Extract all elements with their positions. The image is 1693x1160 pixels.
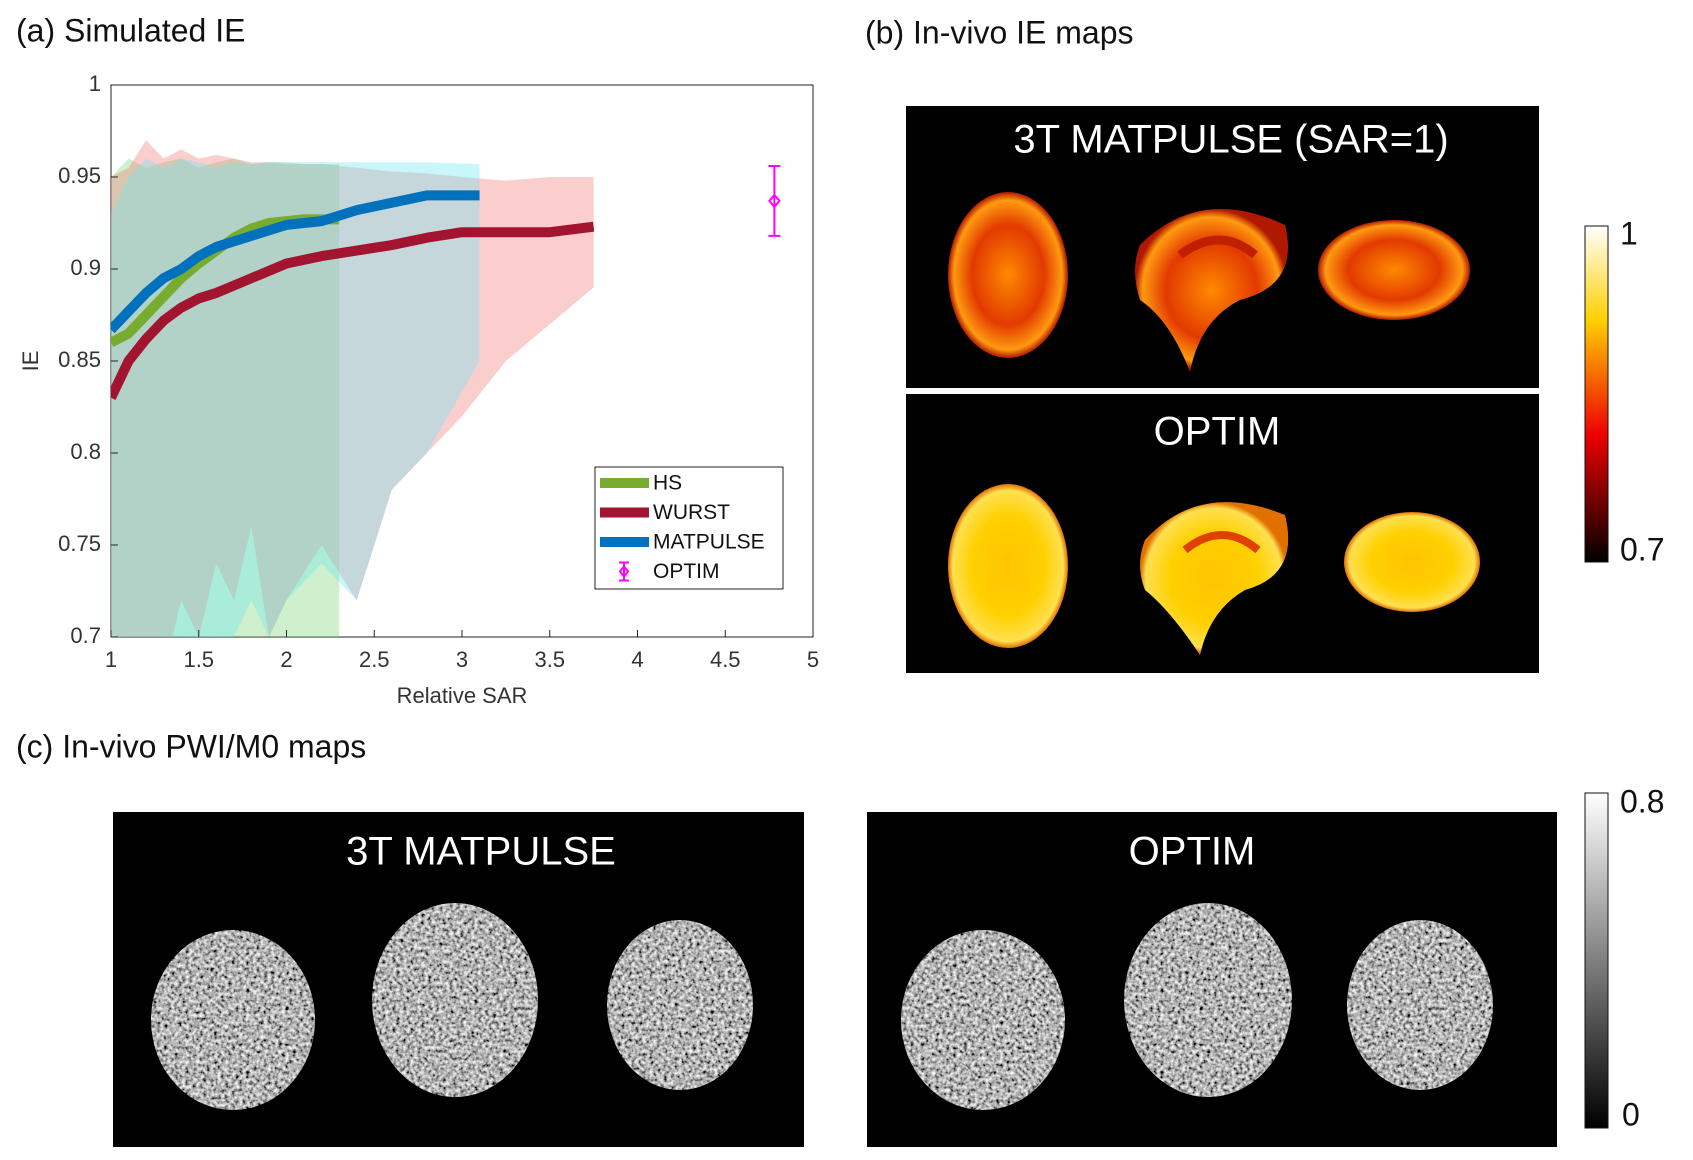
map-title: 3T MATPULSE [346, 830, 616, 874]
brain-images [151, 903, 1493, 1110]
line [111, 221, 595, 400]
colorbar-max: 1 [1620, 215, 1638, 251]
panel-label: (b) In-vivo IE maps [865, 14, 1134, 50]
legend-symbol [618, 561, 630, 582]
x-axis-label: Relative SAR [397, 683, 528, 708]
x-tick-label: 5 [807, 647, 819, 672]
y-tick-label: 1 [89, 71, 101, 96]
y-tick-label: 0.7 [70, 623, 101, 648]
map-title: 3T MATPULSE (SAR=1) [1013, 118, 1448, 162]
error-bar [768, 164, 781, 237]
map-title: OPTIM [1154, 410, 1281, 454]
y-tick-label: 0.85 [58, 347, 101, 372]
legend-label: MATPULSE [653, 531, 765, 554]
x-tick-label: 4 [631, 647, 643, 672]
x-tick-label: 3.5 [534, 647, 565, 672]
colorbar-min: 0 [1622, 1096, 1640, 1132]
y-tick-label: 0.8 [70, 439, 101, 464]
x-tick-label: 2.5 [359, 647, 390, 672]
brain-images [948, 192, 1480, 655]
y-tick-label: 0.75 [58, 531, 101, 556]
panel-label: (c) In-vivo PWI/M0 maps [16, 728, 366, 764]
colorbar [1584, 225, 1609, 563]
x-tick-label: 4.5 [710, 647, 741, 672]
point [768, 193, 781, 209]
x-tick-label: 3 [456, 647, 468, 672]
legend-label: HS [653, 472, 682, 495]
chart-title: (a) Simulated IE [16, 12, 245, 48]
map-title: OPTIM [1129, 830, 1256, 874]
x-tick-label: 2 [280, 647, 292, 672]
x-tick-label: 1 [105, 647, 117, 672]
axes: 1 1.5 2 2.5 3 3.5 4 4.5 5 0.7 0.75 0.8 0.85 0.9 0.95 1 [58, 71, 819, 672]
colorbar-min: 0.7 [1620, 531, 1664, 567]
y-tick-label: 0.95 [58, 163, 101, 188]
line [111, 190, 480, 334]
x-tick-label: 1.5 [183, 647, 214, 672]
band [111, 158, 480, 637]
y-axis-label: IE [18, 351, 43, 372]
plot-layer [111, 140, 595, 637]
y-tick-label: 0.9 [70, 255, 101, 280]
band [111, 140, 594, 637]
legend-label: OPTIM [653, 560, 720, 583]
colorbar-max: 0.8 [1620, 783, 1664, 819]
legend-label: WURST [653, 501, 730, 524]
colorbar [1584, 792, 1609, 1129]
legend: HS WURST MATPULSE OPTIM [600, 472, 765, 583]
